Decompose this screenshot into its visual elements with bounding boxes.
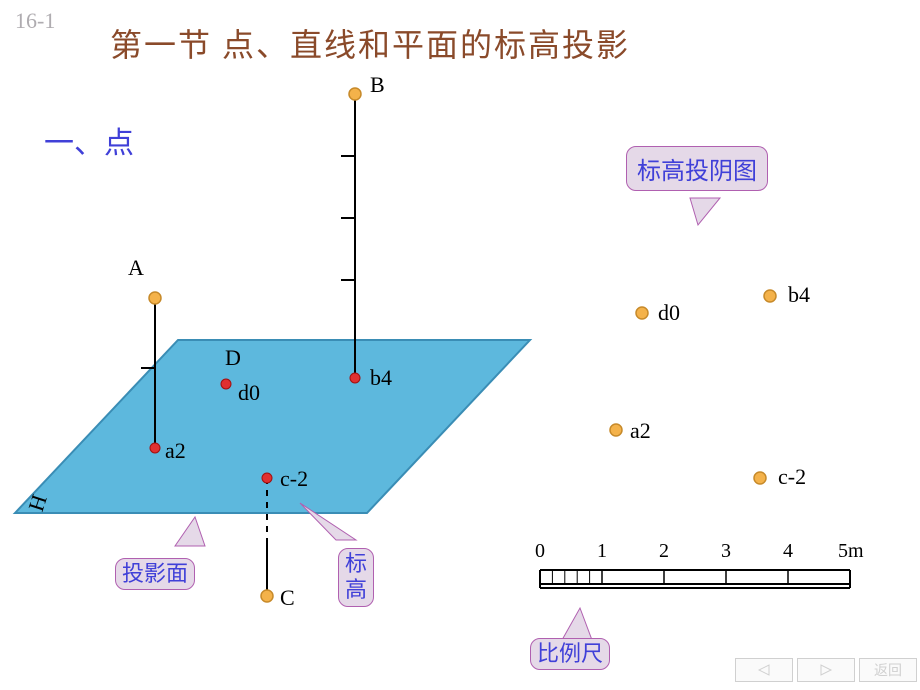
point-B: [349, 88, 361, 100]
point-A: [149, 292, 161, 304]
nav-prev-button[interactable]: [735, 658, 793, 682]
right-point-b4: [764, 290, 776, 302]
label-d0: d0: [238, 380, 260, 406]
callout-tail-plane: [175, 517, 205, 546]
callout-tail-scale: [562, 608, 592, 640]
label-B: B: [370, 72, 385, 98]
nav-back-button[interactable]: 返回: [859, 658, 917, 682]
point-C: [261, 590, 273, 602]
label-c-2: c-2: [280, 466, 308, 492]
point-a2: [150, 443, 160, 453]
scale-tick-2: 2: [659, 540, 669, 563]
right-point-c-2: [754, 472, 766, 484]
callout-plane: 投影面: [115, 558, 195, 590]
right-point-a2: [610, 424, 622, 436]
right-label-c-2: c-2: [778, 464, 806, 490]
projection-plane: [15, 340, 530, 513]
point-d0: [221, 379, 231, 389]
scale-bar: [540, 570, 850, 588]
scale-tick-3: 3: [721, 540, 731, 563]
callout-topright: 标高投阴图: [626, 146, 768, 191]
triangle-left-icon: [757, 664, 771, 676]
label-C: C: [280, 585, 295, 611]
label-D: D: [225, 345, 241, 371]
scale-tick-5: 5m: [838, 540, 864, 563]
triangle-right-icon: [819, 664, 833, 676]
callout-tail-topright: [690, 198, 720, 225]
point-c-2: [262, 473, 272, 483]
scale-tick-0: 0: [535, 540, 545, 563]
right-point-d0: [636, 307, 648, 319]
nav-next-button[interactable]: [797, 658, 855, 682]
scale-tick-4: 4: [783, 540, 793, 563]
label-b4: b4: [370, 365, 392, 391]
right-label-b4: b4: [788, 282, 810, 308]
right-label-a2: a2: [630, 418, 651, 444]
right-label-d0: d0: [658, 300, 680, 326]
label-A: A: [128, 255, 144, 281]
callout-scale: 比例尺: [530, 638, 610, 670]
callout-elevation: 标 高: [338, 548, 374, 607]
callout-elevation-text: 标 高: [345, 551, 367, 602]
label-a2: a2: [165, 438, 186, 464]
point-b4: [350, 373, 360, 383]
scale-tick-1: 1: [597, 540, 607, 563]
line-B-group: [341, 94, 355, 378]
